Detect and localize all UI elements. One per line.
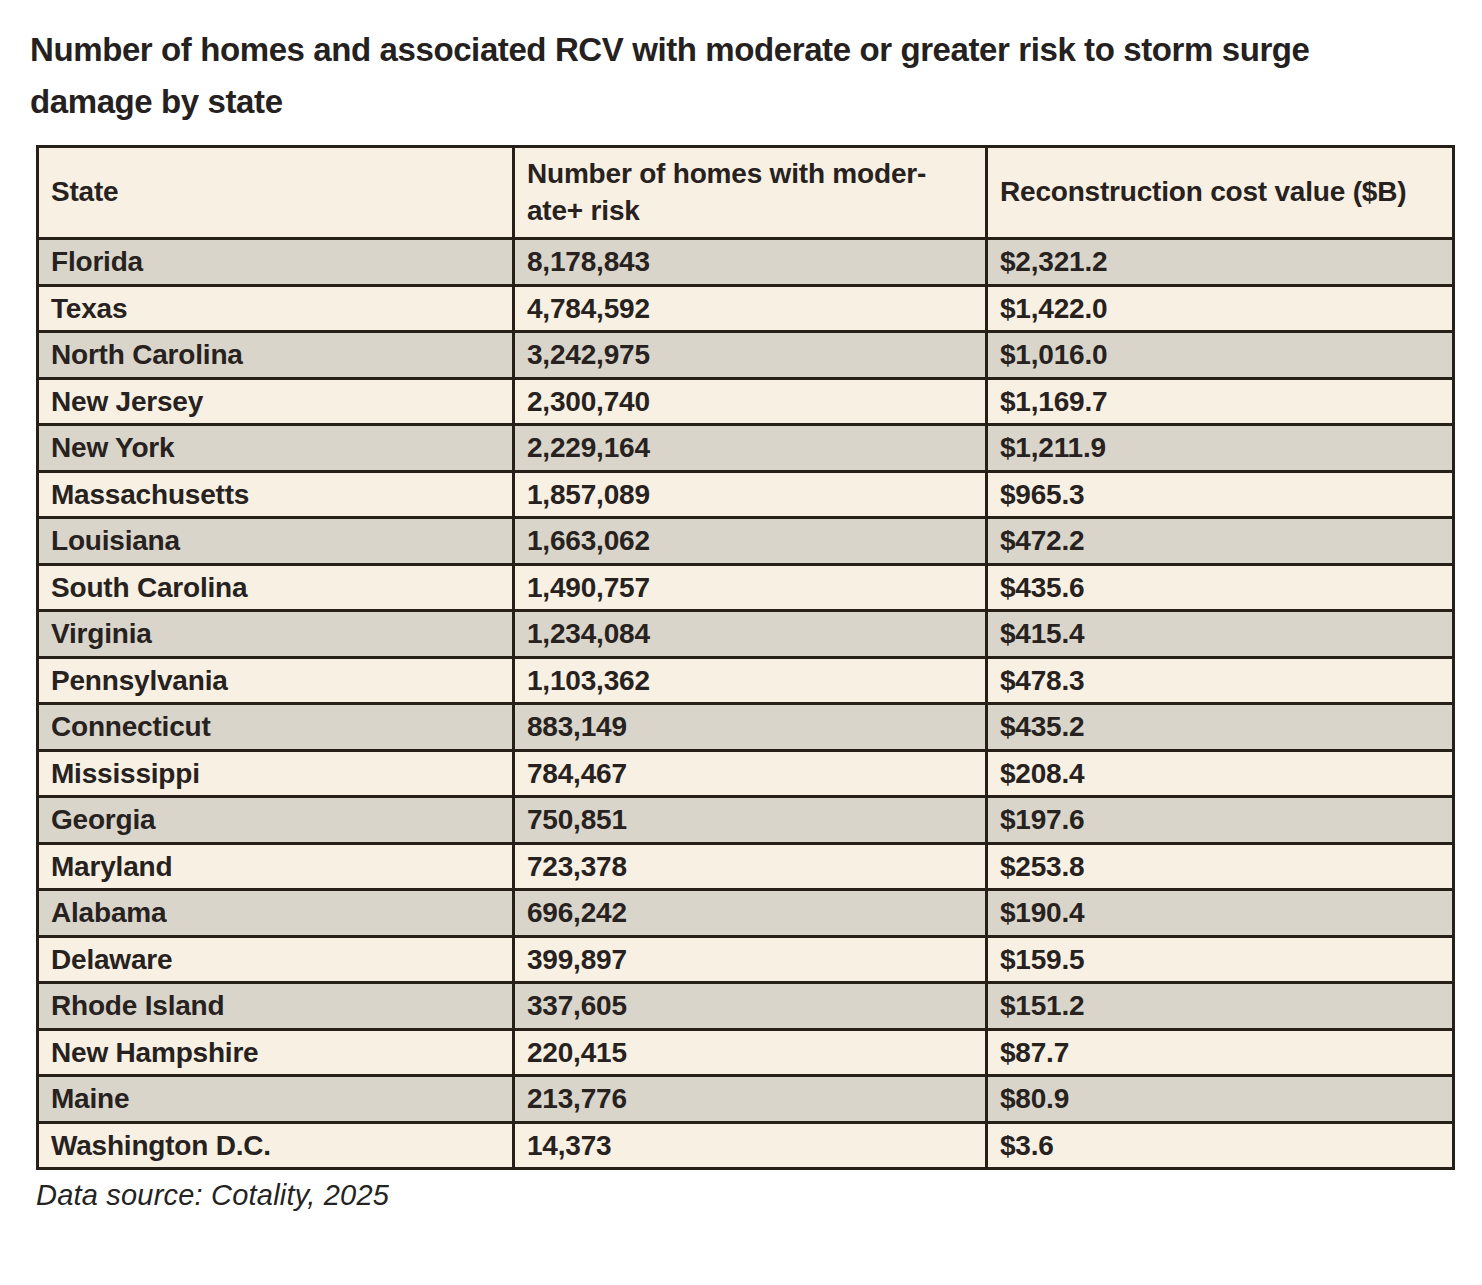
homes-count-cell: 1,103,362 (514, 657, 987, 704)
homes-count-cell: 4,784,592 (514, 285, 987, 332)
table-row: Louisiana 1,663,062 $472.2 (38, 518, 1454, 565)
table-row: New Hampshire 220,415 $87.7 (38, 1029, 1454, 1076)
state-cell: Pennsylvania (38, 657, 514, 704)
column-header-homes-line-1: Number of homes with moder- (527, 156, 973, 193)
state-cell: Delaware (38, 936, 514, 983)
table-row: Maryland 723,378 $253.8 (38, 843, 1454, 890)
table-row: Pennsylvania 1,103,362 $478.3 (38, 657, 1454, 704)
state-cell: Maine (38, 1076, 514, 1123)
state-cell: Washington D.C. (38, 1122, 514, 1169)
table-row: Texas 4,784,592 $1,422.0 (38, 285, 1454, 332)
column-header-state: State (38, 147, 514, 239)
homes-count-cell: 1,490,757 (514, 564, 987, 611)
homes-count-cell: 399,897 (514, 936, 987, 983)
rcv-value-cell: $80.9 (987, 1076, 1454, 1123)
state-cell: Texas (38, 285, 514, 332)
table-body: Florida 8,178,843 $2,321.2 Texas 4,784,5… (38, 239, 1454, 1169)
homes-count-cell: 220,415 (514, 1029, 987, 1076)
table-row: Alabama 696,242 $190.4 (38, 890, 1454, 937)
rcv-value-cell: $472.2 (987, 518, 1454, 565)
state-cell: New Jersey (38, 378, 514, 425)
table-row: Georgia 750,851 $197.6 (38, 797, 1454, 844)
table-row: Maine 213,776 $80.9 (38, 1076, 1454, 1123)
state-cell: Georgia (38, 797, 514, 844)
homes-count-cell: 723,378 (514, 843, 987, 890)
state-cell: North Carolina (38, 332, 514, 379)
homes-count-cell: 8,178,843 (514, 239, 987, 286)
rcv-value-cell: $1,422.0 (987, 285, 1454, 332)
state-cell: Alabama (38, 890, 514, 937)
rcv-value-cell: $253.8 (987, 843, 1454, 890)
homes-count-cell: 1,663,062 (514, 518, 987, 565)
table-row: Rhode Island 337,605 $151.2 (38, 983, 1454, 1030)
state-cell: New York (38, 425, 514, 472)
table-row: New Jersey 2,300,740 $1,169.7 (38, 378, 1454, 425)
rcv-value-cell: $1,169.7 (987, 378, 1454, 425)
state-cell: Mississippi (38, 750, 514, 797)
table-row: Virginia 1,234,084 $415.4 (38, 611, 1454, 658)
homes-count-cell: 2,300,740 (514, 378, 987, 425)
rcv-value-cell: $151.2 (987, 983, 1454, 1030)
table-row: Connecticut 883,149 $435.2 (38, 704, 1454, 751)
table-row: Delaware 399,897 $159.5 (38, 936, 1454, 983)
rcv-value-cell: $435.2 (987, 704, 1454, 751)
table-row: South Carolina 1,490,757 $435.6 (38, 564, 1454, 611)
table-row: Massachusetts 1,857,089 $965.3 (38, 471, 1454, 518)
page: Number of homes and associated RCV with … (0, 0, 1482, 1212)
table-header: State Number of homes with moder- ate+ r… (38, 147, 1454, 239)
column-header-rcv: Reconstruction cost value ($B) (987, 147, 1454, 239)
rcv-value-cell: $197.6 (987, 797, 1454, 844)
table-row: Mississippi 784,467 $208.4 (38, 750, 1454, 797)
table-row: Washington D.C. 14,373 $3.6 (38, 1122, 1454, 1169)
homes-count-cell: 337,605 (514, 983, 987, 1030)
rcv-value-cell: $478.3 (987, 657, 1454, 704)
state-cell: South Carolina (38, 564, 514, 611)
homes-count-cell: 696,242 (514, 890, 987, 937)
page-title-line-1: Number of homes and associated RCV with … (30, 24, 1455, 76)
column-header-homes: Number of homes with moder- ate+ risk (514, 147, 987, 239)
page-title-line-2: damage by state (30, 76, 1455, 128)
homes-count-cell: 2,229,164 (514, 425, 987, 472)
rcv-value-cell: $190.4 (987, 890, 1454, 937)
state-cell: Massachusetts (38, 471, 514, 518)
page-title: Number of homes and associated RCV with … (30, 24, 1455, 128)
homes-count-cell: 1,234,084 (514, 611, 987, 658)
homes-count-cell: 784,467 (514, 750, 987, 797)
rcv-value-cell: $415.4 (987, 611, 1454, 658)
rcv-value-cell: $208.4 (987, 750, 1454, 797)
header-row: State Number of homes with moder- ate+ r… (38, 147, 1454, 239)
rcv-value-cell: $159.5 (987, 936, 1454, 983)
rcv-value-cell: $87.7 (987, 1029, 1454, 1076)
data-source-note: Data source: Cotality, 2025 (36, 1179, 1455, 1212)
storm-surge-risk-table: State Number of homes with moder- ate+ r… (36, 145, 1455, 1170)
table-row: New York 2,229,164 $1,211.9 (38, 425, 1454, 472)
rcv-value-cell: $965.3 (987, 471, 1454, 518)
state-cell: Maryland (38, 843, 514, 890)
rcv-value-cell: $1,016.0 (987, 332, 1454, 379)
homes-count-cell: 213,776 (514, 1076, 987, 1123)
rcv-value-cell: $2,321.2 (987, 239, 1454, 286)
homes-count-cell: 3,242,975 (514, 332, 987, 379)
homes-count-cell: 14,373 (514, 1122, 987, 1169)
state-cell: Virginia (38, 611, 514, 658)
table-row: North Carolina 3,242,975 $1,016.0 (38, 332, 1454, 379)
state-cell: Florida (38, 239, 514, 286)
rcv-value-cell: $3.6 (987, 1122, 1454, 1169)
state-cell: Connecticut (38, 704, 514, 751)
homes-count-cell: 883,149 (514, 704, 987, 751)
rcv-value-cell: $435.6 (987, 564, 1454, 611)
column-header-homes-line-2: ate+ risk (527, 193, 973, 230)
table-row: Florida 8,178,843 $2,321.2 (38, 239, 1454, 286)
state-cell: Rhode Island (38, 983, 514, 1030)
state-cell: Louisiana (38, 518, 514, 565)
rcv-value-cell: $1,211.9 (987, 425, 1454, 472)
homes-count-cell: 1,857,089 (514, 471, 987, 518)
homes-count-cell: 750,851 (514, 797, 987, 844)
state-cell: New Hampshire (38, 1029, 514, 1076)
